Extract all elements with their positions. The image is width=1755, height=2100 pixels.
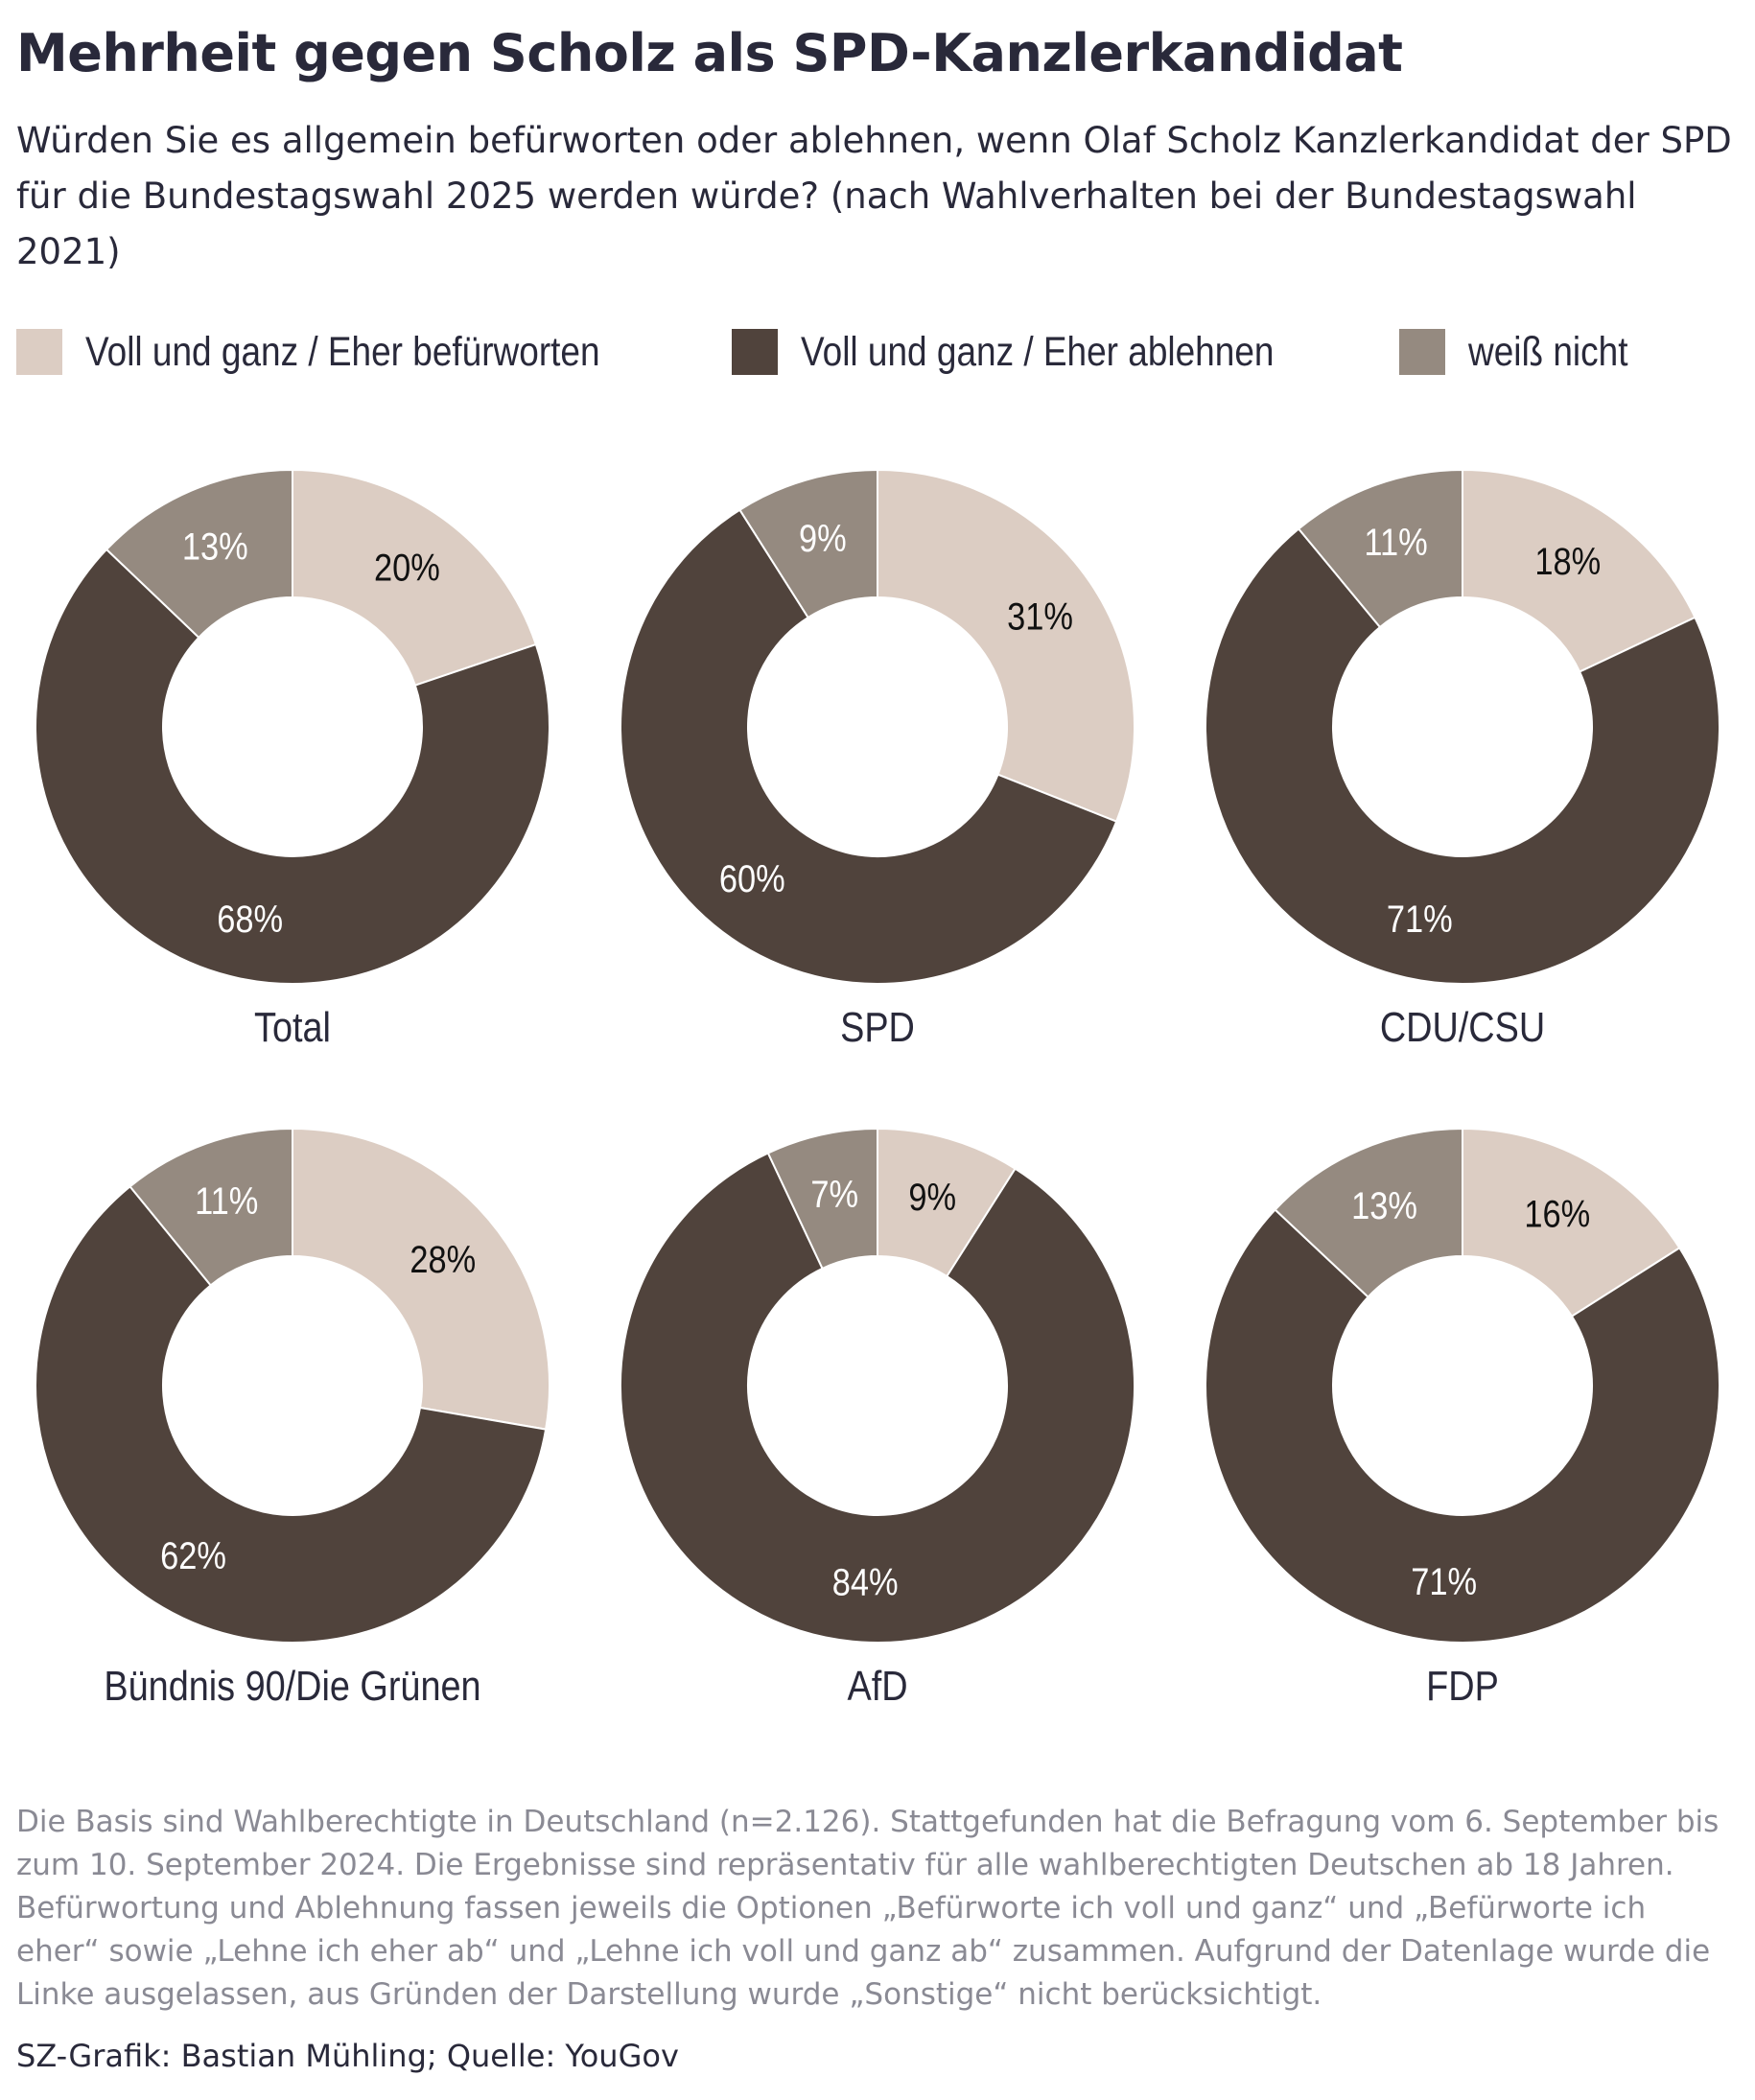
- donut-segment: [292, 1127, 550, 1431]
- donut-segment: [738, 468, 878, 619]
- legend-label: Voll und ganz / Eher ablehnen: [800, 328, 1275, 375]
- legend-swatch: [1398, 329, 1445, 375]
- donut-segment: [1205, 1208, 1720, 1644]
- donut-segment: [35, 1184, 548, 1644]
- donut-segment: [766, 1127, 878, 1271]
- chart-subtitle: Würden Sie es allgemein befürworten oder…: [16, 120, 1732, 272]
- donut-value-label: 11%: [1364, 521, 1427, 564]
- donut-segment: [129, 1127, 293, 1287]
- donut-value-label: 62%: [160, 1533, 226, 1576]
- donut-segment: [35, 548, 550, 985]
- legend: Voll und ganz / Eher befürworten Voll un…: [16, 324, 1701, 380]
- donut-spd: 31% 60% 9% SPD: [620, 468, 1135, 1051]
- donut-category-label: Total: [254, 1003, 331, 1050]
- donut-value-label: 16%: [1524, 1192, 1590, 1235]
- donut-value-label: 11%: [195, 1178, 258, 1222]
- donut-segment: [292, 468, 538, 687]
- donut-segment: [1274, 1127, 1463, 1299]
- donut-value-label: 13%: [1351, 1183, 1417, 1226]
- chart-title: Mehrheit gegen Scholz als SPD-Kanzlerkan…: [16, 23, 1403, 83]
- legend-swatch: [731, 329, 778, 375]
- donut-category-label: AfD: [847, 1662, 907, 1709]
- legend-item-befuerworten: Voll und ganz / Eher befürworten: [16, 329, 684, 376]
- donut-segment: [105, 468, 293, 640]
- donut-chart-grid: 20% 68% 13% Total 31% 60% 9% SPD 18% 71% 11% CDU/CS…: [35, 468, 1720, 1710]
- donut-value-label: 68%: [217, 898, 283, 941]
- donut-value-label: 9%: [908, 1176, 956, 1219]
- donut-category-label: Bündnis 90/Die Grünen: [104, 1662, 480, 1709]
- donut-segment: [1297, 468, 1463, 629]
- donut-value-label: 20%: [374, 546, 440, 589]
- donut-total: 20% 68% 13% Total: [35, 468, 550, 1051]
- source-credit: SZ-Grafik: Bastian Mühling; Quelle: YouG…: [16, 2038, 679, 2074]
- donut-segment: [1205, 527, 1720, 985]
- footnote: Die Basis sind Wahlberechtigte in Deutsc…: [16, 1805, 1720, 2012]
- donut-value-label: 31%: [1007, 595, 1073, 638]
- donut-segment: [620, 508, 1118, 985]
- donut-value-label: 9%: [799, 517, 847, 560]
- donut-fdp: 16% 71% 13% FDP: [1205, 1127, 1720, 1710]
- donut-value-label: 28%: [410, 1237, 476, 1280]
- donut-category-label: FDP: [1426, 1662, 1499, 1709]
- donut-value-label: 18%: [1534, 539, 1601, 582]
- donut-buendnis-90-die-gruenen: 28% 62% 11% Bündnis 90/Die Grünen: [35, 1127, 550, 1710]
- donut-segment: [620, 1152, 1135, 1644]
- legend-swatch: [16, 329, 62, 375]
- donut-value-label: 71%: [1411, 1560, 1477, 1603]
- legend-label: weiß nicht: [1467, 328, 1628, 375]
- donut-value-label: 60%: [719, 856, 785, 899]
- donut-category-label: SPD: [840, 1003, 915, 1050]
- donut-value-label: 7%: [810, 1172, 858, 1215]
- donut-segment: [877, 468, 1135, 823]
- legend-item-weiss-nicht: weiß nicht: [1398, 328, 1654, 376]
- donut-cdu-csu: 18% 71% 11% CDU/CSU: [1205, 468, 1720, 1051]
- donut-value-label: 13%: [182, 525, 248, 568]
- legend-label: Voll und ganz / Eher befürworten: [85, 328, 600, 375]
- donut-segment: [1462, 468, 1696, 673]
- donut-afd: 9% 84% 7% AfD: [620, 1127, 1135, 1710]
- donut-category-label: CDU/CSU: [1380, 1003, 1545, 1050]
- donut-value-label: 84%: [832, 1560, 899, 1603]
- donut-segment: [1462, 1127, 1681, 1318]
- donut-value-label: 71%: [1387, 898, 1453, 941]
- legend-item-ablehnen: Voll und ganz / Eher ablehnen: [731, 328, 1351, 376]
